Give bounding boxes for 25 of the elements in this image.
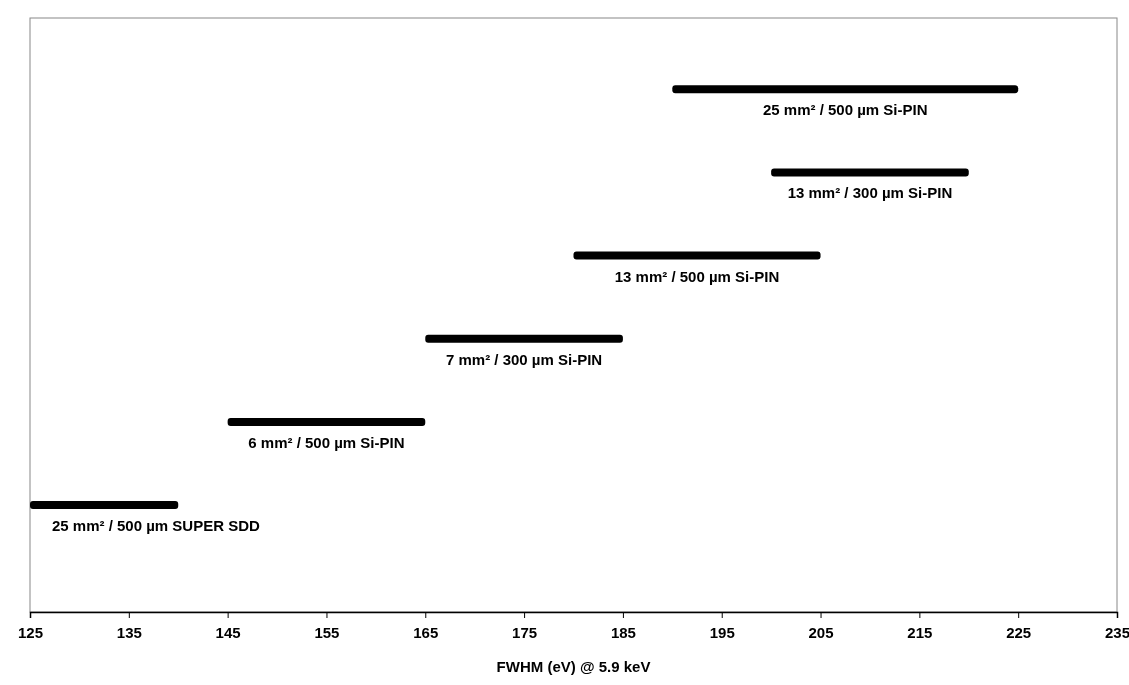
x-tick-label: 185	[610, 623, 636, 641]
y-tick-label: 6 mm² / 500 µm Si-PIN	[248, 433, 405, 451]
bar	[425, 334, 623, 343]
bar	[573, 251, 821, 260]
x-tick-label: 145	[215, 623, 241, 641]
y-tick-label: 25 mm² / 500 µm Si-PIN	[762, 101, 928, 119]
y-tick-label: 7 mm² / 300 µm Si-PIN	[445, 350, 603, 368]
x-tick-label: 155	[314, 623, 340, 641]
bar	[672, 85, 1019, 94]
x-tick-label: 195	[709, 623, 735, 641]
bar	[30, 501, 179, 510]
y-tick-label: 13 mm² / 500 µm Si-PIN	[614, 267, 780, 285]
x-tick-label: 235	[1104, 623, 1129, 641]
x-tick-label: 135	[116, 623, 142, 641]
y-tick-label: 25 mm² / 500 µm SUPER SDD	[52, 517, 261, 535]
bar	[227, 417, 426, 426]
bar	[771, 168, 969, 177]
x-tick-label: 165	[413, 623, 439, 641]
x-tick-label: 215	[907, 623, 933, 641]
x-tick-label: 205	[808, 623, 834, 641]
x-tick-label: 125	[17, 623, 44, 641]
y-tick-label: 13 mm² / 300 µm Si-PIN	[787, 184, 953, 202]
x-axis-title: FWHM (eV) @ 5.9 keV	[496, 658, 651, 675]
x-tick-label: 175	[512, 623, 538, 641]
x-tick-label: 225	[1006, 623, 1032, 641]
